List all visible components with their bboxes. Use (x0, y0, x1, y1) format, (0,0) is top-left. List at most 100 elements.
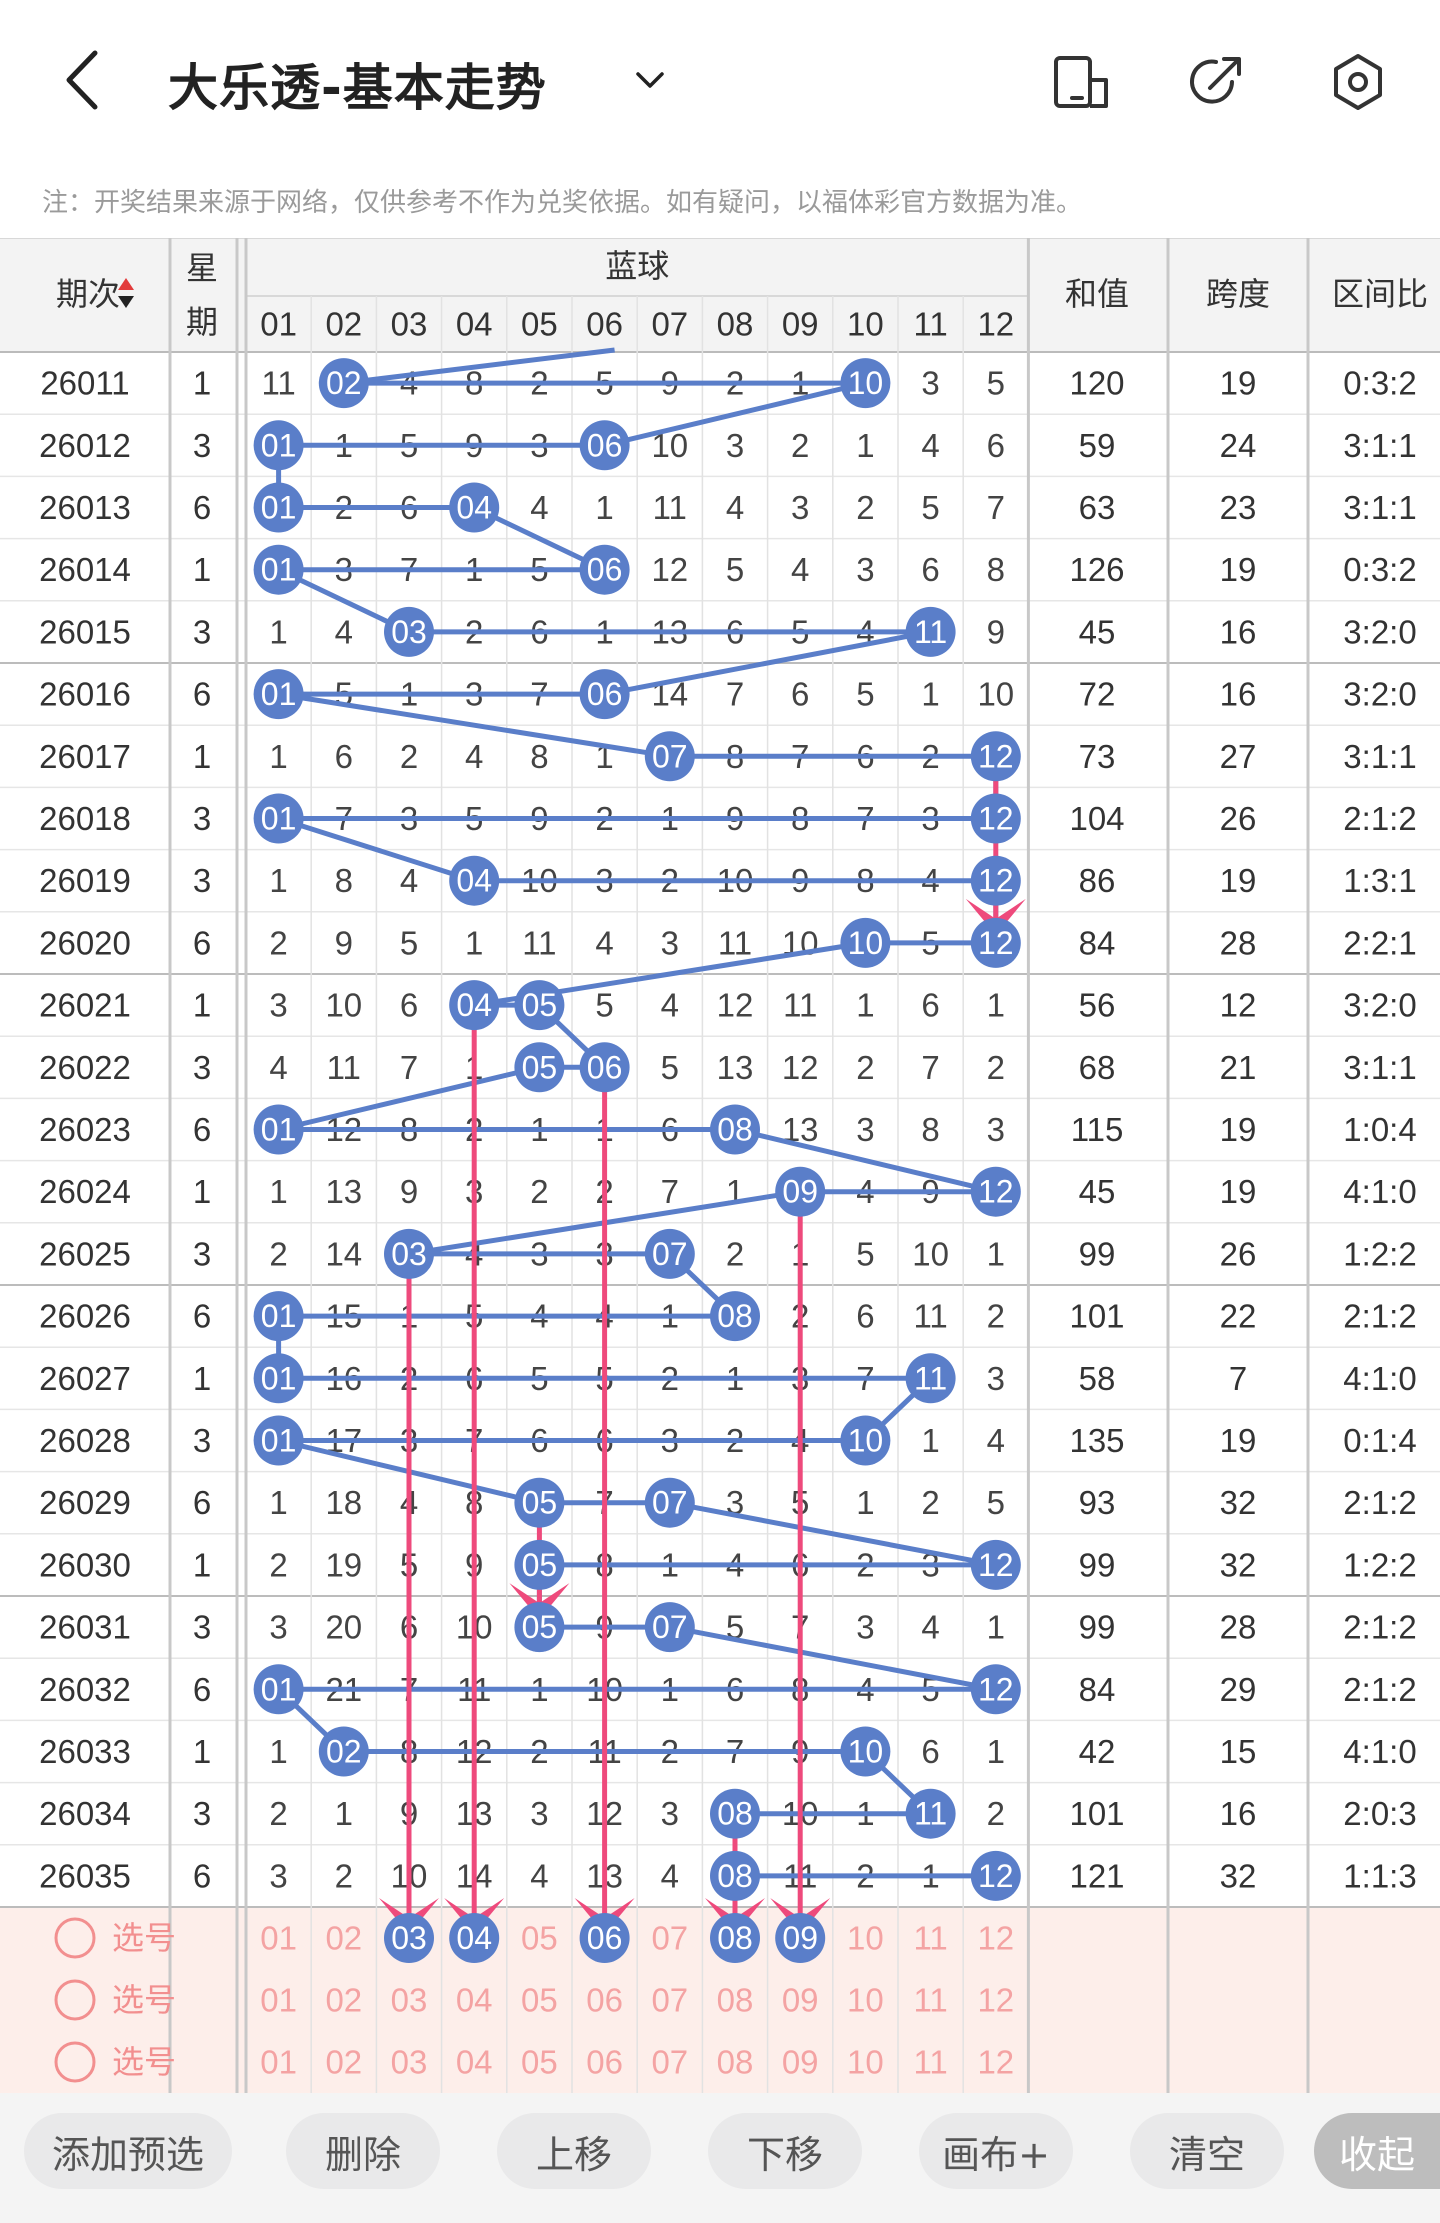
row-span: 29 (1220, 1671, 1257, 1708)
chevron-down-icon[interactable] (628, 58, 672, 102)
picker-ball-selected[interactable] (710, 1913, 760, 1963)
row-sum: 72 (1079, 676, 1116, 713)
picker-number: 07 (651, 1920, 688, 1957)
blue-ball (644, 1477, 695, 1528)
row-ratio: 4:1:0 (1343, 1173, 1416, 1210)
blue-ball (840, 917, 891, 968)
ball-number-header: 09 (782, 306, 819, 343)
blue-ball (449, 855, 500, 906)
col-blue-header: 蓝球 (605, 248, 669, 284)
omission-value: 11 (718, 924, 752, 961)
bottom-toolbar: 添加预选 删除 上移 下移 画布+ 清空 收起 (0, 2093, 1440, 2223)
blue-ball (514, 1477, 565, 1528)
blue-ball-number: 01 (261, 801, 297, 837)
omission-value: 6 (856, 1298, 874, 1335)
sort-desc-icon[interactable] (118, 296, 134, 308)
row-ratio: 0:3:2 (1343, 365, 1416, 402)
settings-icon[interactable] (1328, 52, 1388, 112)
ball-number-header: 08 (717, 306, 754, 343)
omission-value: 4 (335, 613, 353, 650)
picker-radio[interactable] (54, 1917, 96, 1959)
blue-ball (840, 1415, 891, 1466)
row-span: 7 (1229, 1360, 1247, 1397)
row-period: 26016 (39, 676, 131, 713)
blue-ball-number: 06 (587, 427, 623, 463)
canvas-button[interactable]: 画布+ (919, 2113, 1073, 2189)
sort-asc-icon[interactable] (118, 278, 134, 290)
picker-ball-selected[interactable] (579, 1913, 630, 1963)
page-title[interactable]: 大乐透-基本走势 (168, 59, 547, 117)
move-up-button[interactable]: 上移 (497, 2113, 651, 2189)
row-sum: 104 (1069, 800, 1124, 837)
move-down-button[interactable]: 下移 (708, 2113, 862, 2189)
picker-ball-selected[interactable] (384, 1913, 434, 1963)
blue-ball (644, 1228, 695, 1279)
omission-value: 3 (856, 551, 874, 588)
row-sum: 93 (1079, 1484, 1116, 1521)
omission-value: 8 (530, 738, 548, 775)
row-period: 26035 (39, 1857, 131, 1894)
row-ratio: 1:2:2 (1343, 1235, 1416, 1272)
row-week: 1 (193, 551, 211, 588)
picker-number-selected: 08 (717, 1920, 753, 1956)
blue-ball-number: 07 (652, 1485, 688, 1521)
row-week: 3 (193, 1795, 211, 1832)
row-week: 1 (193, 1546, 211, 1583)
blue-ball-number: 01 (261, 676, 297, 712)
omission-value: 6 (921, 551, 939, 588)
picker-ball-selected[interactable] (775, 1913, 826, 1963)
blue-ball-number: 04 (456, 863, 492, 899)
blue-ball (970, 1664, 1021, 1715)
row-period: 26023 (39, 1111, 131, 1148)
row-week: 3 (193, 800, 211, 837)
picker-number-selected: 04 (456, 1920, 492, 1956)
blue-ball-number: 01 (261, 1360, 297, 1396)
omission-value: 3 (726, 427, 744, 464)
row-week: 3 (193, 862, 211, 899)
blue-ball (644, 731, 695, 782)
omission-value: 6 (400, 987, 418, 1024)
back-icon[interactable] (55, 45, 115, 115)
picker-ball-selected[interactable] (449, 1913, 500, 1963)
blue-ball (384, 1228, 434, 1279)
omission-value: 1 (987, 1609, 1005, 1646)
blue-ball (970, 917, 1021, 968)
picker-number-selected: 06 (587, 1920, 623, 1956)
screen-icon[interactable] (1052, 52, 1112, 112)
omission-value: 5 (987, 1484, 1005, 1521)
collapse-button[interactable]: 收起 (1314, 2113, 1440, 2189)
add-preselect-button[interactable]: 添加预选 (24, 2113, 232, 2189)
row-period: 26033 (39, 1733, 131, 1770)
col-span-header: 跨度 (1206, 276, 1270, 312)
row-span: 28 (1220, 1609, 1257, 1646)
row-week: 1 (193, 1733, 211, 1770)
picker-number: 06 (586, 1982, 623, 2019)
omission-value: 7 (661, 1173, 679, 1210)
row-sum: 58 (1079, 1360, 1116, 1397)
row-sum: 56 (1079, 987, 1116, 1024)
clear-button[interactable]: 清空 (1130, 2113, 1284, 2189)
picker-radio[interactable] (54, 1979, 96, 2021)
blue-ball (253, 1291, 304, 1342)
omission-value: 7 (987, 489, 1005, 526)
omission-value: 12 (782, 1049, 819, 1086)
picker-number: 02 (325, 1982, 362, 2019)
row-period: 26030 (39, 1546, 131, 1583)
blue-ball (318, 1726, 369, 1777)
omission-value: 4 (465, 738, 483, 775)
blue-ball (710, 1788, 760, 1839)
share-icon[interactable] (1186, 52, 1246, 112)
row-span: 16 (1220, 676, 1257, 713)
col-sum-header: 和值 (1065, 276, 1129, 312)
blue-ball (644, 1602, 695, 1653)
omission-value: 5 (987, 365, 1005, 402)
row-span: 32 (1220, 1546, 1257, 1583)
blue-ball (710, 1291, 760, 1342)
blue-ball-number: 07 (652, 738, 688, 774)
row-sum: 84 (1079, 1671, 1116, 1708)
delete-button[interactable]: 删除 (286, 2113, 440, 2189)
col-week-header-1: 星 (186, 250, 218, 286)
row-sum: 99 (1079, 1546, 1116, 1583)
picker-radio[interactable] (54, 2041, 96, 2083)
picker-number: 11 (913, 1920, 947, 1957)
